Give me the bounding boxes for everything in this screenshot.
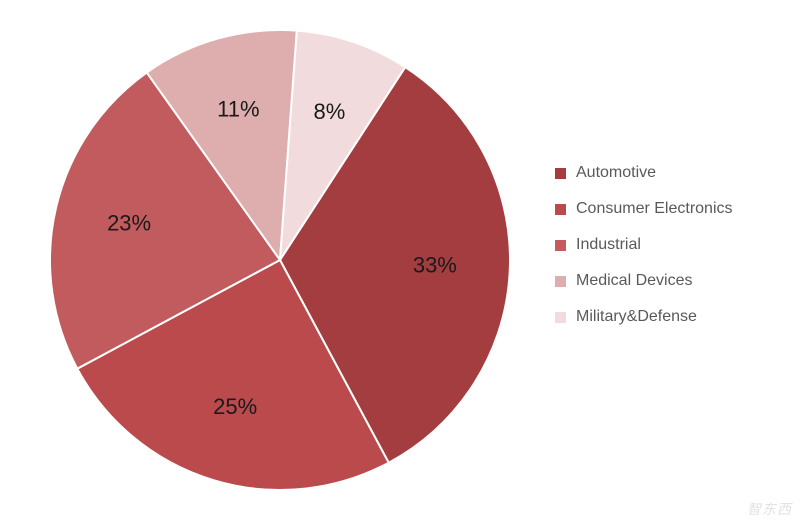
legend-item-2: Industrial — [555, 236, 733, 254]
pie-slice-label-4: 8% — [314, 99, 346, 124]
pie-slice-label-3: 11% — [217, 97, 259, 122]
legend-item-3: Medical Devices — [555, 272, 733, 290]
legend-item-1: Consumer Electronics — [555, 200, 733, 218]
legend-label-0: Automotive — [576, 164, 656, 182]
legend-item-4: Military&Defense — [555, 308, 733, 326]
legend-label-1: Consumer Electronics — [576, 200, 733, 218]
legend-item-0: Automotive — [555, 164, 733, 182]
legend-swatch-4 — [555, 312, 566, 323]
legend: Automotive Consumer Electronics Industrial… — [555, 155, 733, 335]
legend-swatch-3 — [555, 276, 566, 287]
watermark-text: 智东西 — [747, 499, 792, 519]
legend-label-4: Military&Defense — [576, 308, 697, 326]
chart-container: 33% 25% 23% 11% 8% Automotive Consumer Electr… — [0, 0, 800, 525]
legend-swatch-1 — [555, 204, 566, 215]
legend-swatch-0 — [555, 168, 566, 179]
pie-slice-label-0: 33% — [413, 252, 457, 277]
pie-slice-label-1: 25% — [213, 394, 257, 419]
pie-chart: 33% 25% 23% 11% 8% — [40, 20, 520, 505]
legend-label-3: Medical Devices — [576, 272, 692, 290]
legend-swatch-2 — [555, 240, 566, 251]
legend-label-2: Industrial — [576, 236, 641, 254]
pie-slice-label-2: 23% — [107, 210, 151, 235]
